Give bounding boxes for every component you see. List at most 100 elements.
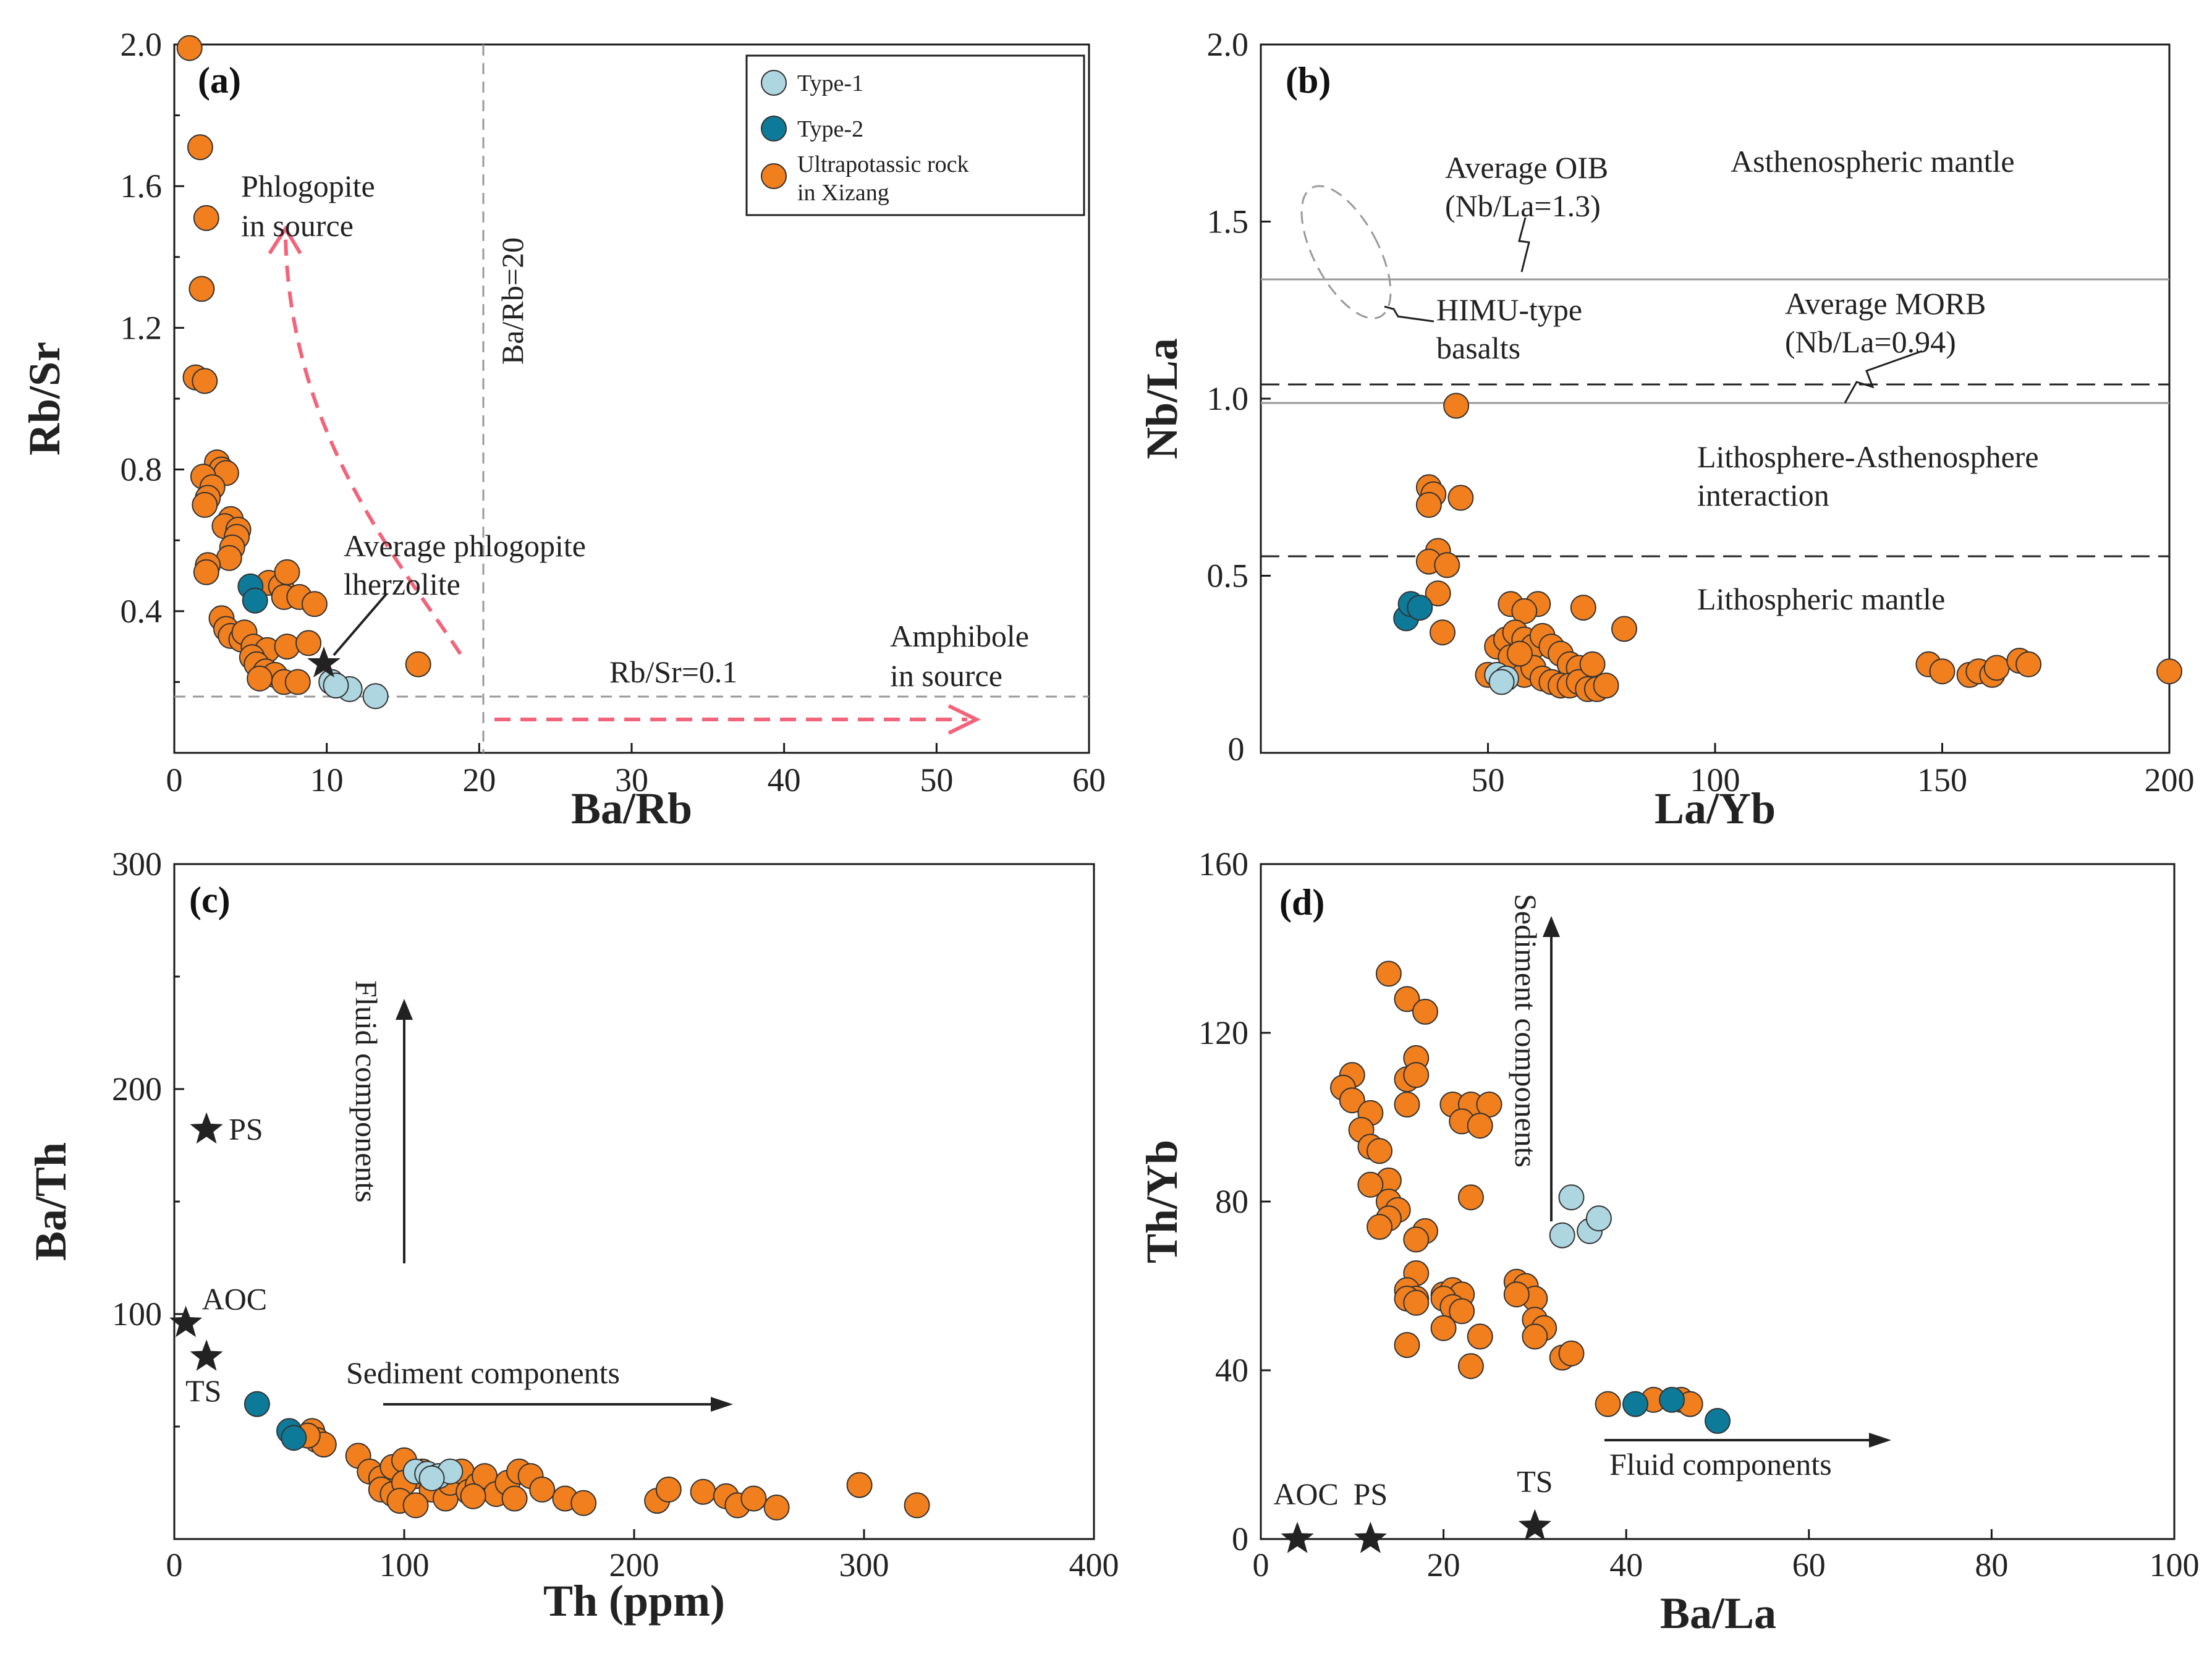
- lith-asth-label-2: interaction: [1697, 478, 1829, 512]
- data-point-type-2: [281, 1425, 307, 1451]
- data-point-type-2: [242, 587, 268, 614]
- data-point-ultrapotassic: [690, 1478, 716, 1505]
- ytick-label: 1.0: [1207, 380, 1249, 417]
- data-point-ultrapotassic: [1403, 1062, 1430, 1088]
- data-point-ultrapotassic: [1425, 580, 1451, 607]
- xtick-label: 80: [1975, 1546, 2008, 1584]
- panel-d-ticks: 0 20 40 60 80 100 0 40 80 120 160: [1198, 846, 2200, 1584]
- data-point-ultrapotassic: [1457, 1184, 1484, 1211]
- xtick-label: 150: [1917, 761, 1967, 799]
- sediment-arrowhead: [711, 1397, 733, 1412]
- ytick-label: 100: [112, 1296, 162, 1333]
- data-point-ultrapotassic: [1367, 1138, 1393, 1164]
- panel-d-points: [1330, 961, 1731, 1434]
- panel-c-points: [244, 1391, 930, 1520]
- data-point-ultrapotassic: [193, 559, 219, 585]
- panel-a-xlabel: Ba/Rb: [571, 784, 692, 833]
- xtick-label: 50: [920, 761, 953, 799]
- data-point-ultrapotassic: [247, 665, 273, 692]
- rb-sr-line-label: Rb/Sr=0.1: [609, 655, 737, 689]
- star-ts: [190, 1339, 223, 1371]
- phlogopite-arrowhead: [268, 225, 302, 255]
- data-point-ultrapotassic: [2156, 658, 2182, 685]
- data-point-ultrapotassic: [1357, 1171, 1384, 1198]
- lithospheric-label: Lithospheric mantle: [1697, 582, 1945, 616]
- legend-type2-marker: [761, 116, 787, 142]
- amphibole-label-2: in source: [890, 658, 1002, 693]
- himu-leader: [1384, 305, 1434, 323]
- data-point-ultrapotassic: [1443, 392, 1470, 419]
- xtick-label: 200: [609, 1546, 659, 1584]
- ytick-label: 1.2: [121, 309, 163, 346]
- legend-ultrapotassic-label-1: Ultrapotassic rock: [797, 151, 969, 177]
- data-point-ultrapotassic: [1403, 1289, 1430, 1316]
- panel-c-label: (c): [189, 880, 231, 920]
- xtick-label: 40: [768, 761, 801, 799]
- oib-label-1: Average OIB: [1445, 150, 1608, 185]
- data-point-ultrapotassic: [405, 651, 431, 677]
- data-point-ultrapotassic: [1929, 658, 1956, 685]
- panel-c-xlabel: Th (ppm): [543, 1576, 725, 1626]
- data-point-ultrapotassic: [402, 1492, 429, 1519]
- star-ps: [190, 1112, 223, 1144]
- sediment-arrowhead-d: [1543, 916, 1560, 937]
- data-point-ultrapotassic: [1447, 485, 1474, 511]
- legend-type1-marker: [761, 70, 787, 96]
- himu-ellipse: [1300, 185, 1392, 320]
- data-point-ultrapotassic: [1593, 672, 1619, 699]
- ytick-label: 1.6: [121, 168, 163, 205]
- morb-leader: [1844, 350, 1923, 404]
- data-point-type-2: [244, 1391, 270, 1417]
- legend-type2-label: Type-2: [797, 116, 863, 142]
- xtick-label: 60: [1072, 761, 1106, 799]
- avg-phlogopite-label-2: lherzolite: [344, 567, 460, 601]
- panel-b-ylabel: Nb/La: [1137, 338, 1187, 459]
- data-point-ultrapotassic: [1467, 1323, 1493, 1350]
- star-aoc: [1281, 1522, 1314, 1553]
- phlogopite-trend-arrow: [284, 237, 462, 655]
- star-ps: [1354, 1522, 1387, 1553]
- ytick-label: 40: [1215, 1352, 1248, 1389]
- data-point-type-1: [1488, 669, 1515, 695]
- xtick-label: 0: [166, 761, 183, 799]
- data-point-ultrapotassic: [1403, 1226, 1430, 1253]
- data-point-ultrapotassic: [1611, 616, 1637, 642]
- data-point-type-1: [362, 683, 389, 710]
- data-point-ultrapotassic: [1579, 651, 1606, 677]
- ytick-label: 0.8: [121, 451, 163, 488]
- amphibole-label-1: Amphibole: [890, 619, 1029, 653]
- data-point-ultrapotassic: [1522, 1323, 1548, 1350]
- fluid-arrowhead-d: [1869, 1433, 1891, 1448]
- morb-label-1: Average MORB: [1785, 286, 1986, 321]
- xtick-label: 0: [166, 1546, 183, 1584]
- data-point-ultrapotassic: [1506, 640, 1533, 667]
- panel-c-stars: PS AOC TS: [169, 1112, 267, 1408]
- data-point-ultrapotassic: [189, 276, 215, 302]
- data-point-ultrapotassic: [1570, 595, 1596, 621]
- data-point-ultrapotassic: [1558, 1340, 1585, 1367]
- lith-asth-label-1: Lithosphere-Asthenosphere: [1697, 439, 2039, 474]
- panel-c-ylabel: Ba/Th: [26, 1142, 75, 1261]
- legend-frame: [745, 54, 1085, 216]
- ytick-label: 0: [1232, 1520, 1248, 1558]
- data-point-ultrapotassic: [1457, 1353, 1484, 1380]
- data-point-ultrapotassic: [1394, 986, 1420, 1012]
- panel-d-xlabel: Ba/La: [1660, 1588, 1776, 1638]
- xtick-label: 20: [1427, 1546, 1460, 1584]
- panel-d-label: (d): [1279, 882, 1324, 923]
- star-label-aoc: AOC: [1273, 1477, 1339, 1511]
- panel-b-frame: [1260, 43, 2171, 754]
- data-point-ultrapotassic: [192, 491, 218, 518]
- data-point-type-1: [323, 672, 349, 699]
- sediment-components-label: Sediment components: [346, 1355, 620, 1390]
- data-point-ultrapotassic: [1367, 1214, 1393, 1240]
- data-point-ultrapotassic: [1415, 491, 1442, 518]
- fluid-components-label-d: Fluid components: [1609, 1447, 1832, 1482]
- data-point-ultrapotassic: [193, 205, 219, 231]
- panel-b-points: [1393, 392, 2182, 702]
- ytick-label: 0.5: [1207, 558, 1249, 595]
- ytick-label: 160: [1198, 846, 1248, 883]
- oib-leader: [1518, 217, 1530, 273]
- xtick-label: 300: [839, 1546, 889, 1584]
- data-point-ultrapotassic: [1394, 1092, 1420, 1118]
